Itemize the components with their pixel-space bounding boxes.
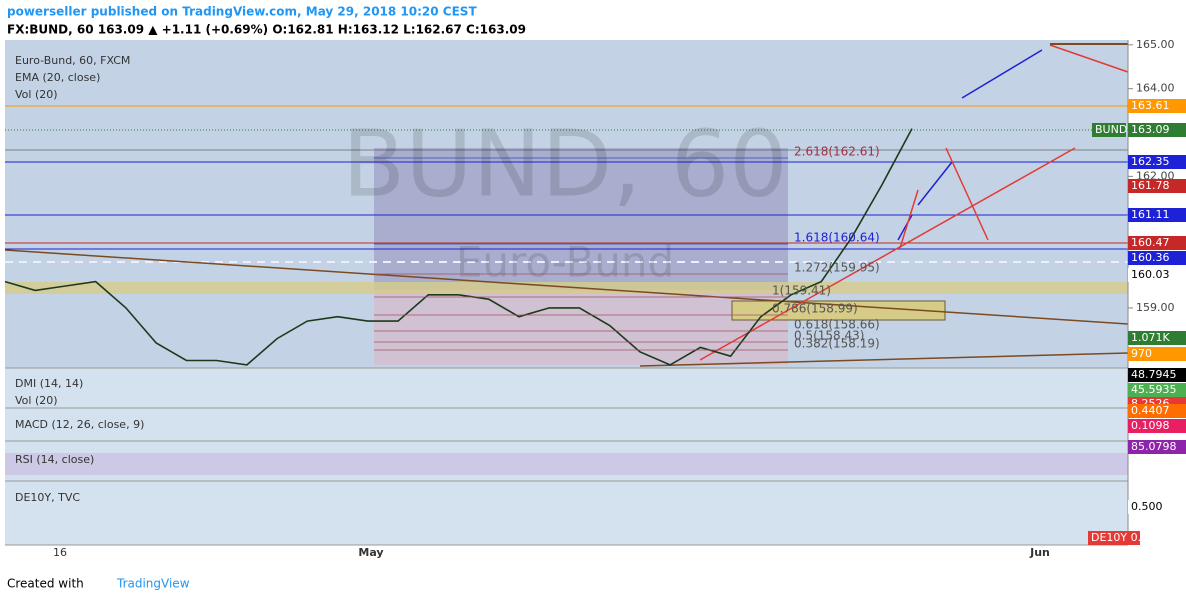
y-tick-label: 165.00: [1136, 38, 1175, 51]
trend-line: [699, 147, 1076, 361]
fib-label: 0.618(158.66): [794, 318, 880, 332]
fib-label: 2.618(162.61): [794, 145, 880, 159]
pane-tag: 85.0798: [1131, 440, 1177, 453]
support-zone: [5, 282, 1128, 294]
fib-label: 0.786(158.99): [772, 302, 858, 316]
pane-tag-bg: [1088, 531, 1140, 545]
x-tick-label: Jun: [1029, 546, 1050, 559]
x-tick-label: May: [358, 546, 383, 559]
pane-label: DMI (14, 14): [15, 377, 83, 390]
price-tag: 970: [1131, 347, 1152, 360]
footer-text: Created with: [7, 577, 84, 591]
header: powerseller published on TradingView.com…: [7, 5, 477, 19]
price-tag: 161.78: [1131, 179, 1170, 192]
price-tag-bg: [1092, 123, 1126, 137]
pane-tag: 45.5935: [1131, 383, 1177, 396]
price-tag-bg: [1128, 331, 1186, 345]
fib-label: 0.382(158.19): [794, 337, 880, 351]
trend-line: [4, 249, 1129, 325]
price-tag-bg: [1128, 179, 1186, 193]
fib-label: 0.5(158.43): [794, 329, 864, 343]
trend-line: [1049, 44, 1129, 73]
pane-tag: 0.500: [1131, 500, 1163, 513]
pane-tag: DE10Y 0.260: [1091, 531, 1162, 544]
fib-label: 1.618(160.64): [794, 231, 880, 245]
price-tag: BUND: [1095, 123, 1127, 136]
pane-tag: 0.1098: [1131, 419, 1170, 432]
pane-tag: 0.4407: [1131, 404, 1170, 417]
price-tag: 161.11: [1131, 208, 1170, 221]
price-tag: 1.071K: [1131, 331, 1170, 344]
fib-label: 1(159.41): [772, 284, 831, 298]
x-tick-label: 16: [53, 546, 67, 559]
pane-label: MACD (12, 26, close, 9): [15, 418, 144, 431]
projection-box: [374, 148, 788, 290]
quote: FX:BUND, 60 163.09 ▲ +1.11 (+0.69%) O:16…: [7, 23, 526, 37]
price-tag-bg: [1128, 155, 1186, 169]
price-tag: 160.47: [1131, 236, 1170, 249]
price-tag-bg: [1128, 236, 1186, 250]
y-tick-label: 164.00: [1136, 82, 1175, 95]
watermark: Euro-Bund: [456, 238, 674, 287]
fib-zone: [374, 290, 788, 365]
price-tag: 163.61: [1131, 99, 1170, 112]
rsi-band: [5, 453, 1128, 475]
arrow: [945, 147, 989, 241]
arrow: [917, 161, 953, 206]
price-tag: 163.09: [1131, 123, 1170, 136]
pane-tag-bg: [1128, 383, 1186, 397]
pane-tag-bg: [1128, 440, 1186, 454]
price-tag-bg: [1128, 123, 1186, 137]
price-line: [4, 128, 913, 366]
watermark: BUND, 60: [342, 110, 788, 217]
price-tag-bg: [1128, 268, 1186, 282]
trend-line: [639, 352, 1129, 367]
pane-label: RSI (14, close): [15, 453, 94, 466]
fib-label: 1.272(159.95): [794, 261, 880, 275]
arrow: [899, 189, 919, 249]
legend-entry: Vol (20): [15, 88, 58, 101]
pane-tag-bg: [1128, 419, 1186, 433]
arrow: [961, 49, 1043, 99]
legend-entry: EMA (20, close): [15, 71, 100, 84]
price-tag: 160.36: [1131, 251, 1170, 264]
y-tick-label: 159.00: [1136, 301, 1175, 314]
legend-entry: Euro-Bund, 60, FXCM: [15, 54, 130, 67]
price-tag: 160.03: [1131, 268, 1170, 281]
footer-brand[interactable]: TradingView: [116, 577, 190, 591]
pane-tag-bg: [1128, 500, 1186, 514]
pane-label: Vol (20): [15, 394, 58, 407]
pane-tag-bg: [1128, 368, 1186, 382]
price-tag-bg: [1128, 251, 1186, 265]
price-tag: 162.35: [1131, 155, 1170, 168]
price-tag-bg: [1128, 99, 1186, 113]
pane-tag-bg: [1128, 404, 1186, 418]
price-tag-bg: [1128, 208, 1186, 222]
pane-tag: 48.7945: [1131, 368, 1177, 381]
price-tag-bg: [1128, 347, 1186, 361]
pane-label: DE10Y, TVC: [15, 491, 80, 504]
